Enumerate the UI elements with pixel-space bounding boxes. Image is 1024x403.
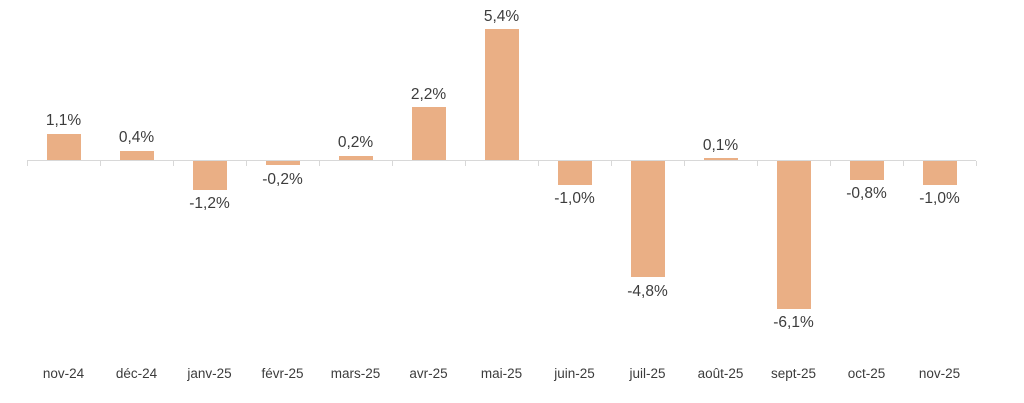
category-label-juin-25: juin-25 bbox=[554, 366, 595, 381]
value-label-mars-25: 0,2% bbox=[337, 134, 374, 152]
category-label-juil-25: juil-25 bbox=[629, 366, 666, 381]
category-label-nov-25: nov-25 bbox=[918, 366, 961, 381]
category-label-nov-24: nov-24 bbox=[42, 366, 85, 381]
bar-juil-25 bbox=[630, 160, 665, 278]
x-axis-line bbox=[27, 160, 976, 162]
category-label-déc-24: déc-24 bbox=[115, 366, 158, 381]
value-label-sept-25: -6,1% bbox=[773, 314, 814, 332]
bar-mai-25 bbox=[484, 29, 519, 161]
value-label-avr-25: 2,2% bbox=[410, 85, 447, 103]
x-axis-tick bbox=[610, 161, 612, 166]
value-label-févr-25: -0,2% bbox=[262, 170, 303, 188]
value-label-août-25: 0,1% bbox=[702, 136, 739, 154]
category-label-janv-25: janv-25 bbox=[187, 366, 232, 381]
x-axis-tick bbox=[829, 161, 831, 166]
category-label-août-25: août-25 bbox=[697, 366, 744, 381]
bar-août-25 bbox=[703, 158, 738, 161]
bar-nov-25 bbox=[922, 160, 957, 185]
category-label-avr-25: avr-25 bbox=[409, 366, 448, 381]
x-axis-tick bbox=[902, 161, 904, 166]
x-axis-tick bbox=[99, 161, 101, 166]
category-label-oct-25: oct-25 bbox=[847, 366, 886, 381]
x-axis-tick bbox=[537, 161, 539, 166]
bar-avr-25 bbox=[411, 107, 446, 161]
bar-oct-25 bbox=[849, 160, 884, 180]
category-label-mai-25: mai-25 bbox=[480, 366, 523, 381]
bar-nov-24 bbox=[46, 133, 81, 161]
x-axis-tick bbox=[26, 161, 28, 166]
value-label-juil-25: -4,8% bbox=[627, 282, 668, 300]
value-label-nov-25: -1,0% bbox=[919, 190, 960, 208]
category-label-mars-25: mars-25 bbox=[330, 366, 381, 381]
x-axis-tick bbox=[318, 161, 320, 166]
x-axis-tick bbox=[683, 161, 685, 166]
value-label-mai-25: 5,4% bbox=[483, 7, 520, 25]
category-label-févr-25: févr-25 bbox=[261, 366, 304, 381]
value-label-oct-25: -0,8% bbox=[846, 185, 887, 203]
value-label-nov-24: 1,1% bbox=[45, 112, 82, 130]
x-axis-tick bbox=[245, 161, 247, 166]
category-label-sept-25: sept-25 bbox=[770, 366, 817, 381]
bar-janv-25 bbox=[192, 160, 227, 190]
value-label-juin-25: -1,0% bbox=[554, 190, 595, 208]
x-axis-tick bbox=[975, 161, 977, 166]
bar-févr-25 bbox=[265, 160, 300, 166]
x-axis-tick bbox=[391, 161, 393, 166]
bar-juin-25 bbox=[557, 160, 592, 185]
bar-mars-25 bbox=[338, 155, 373, 161]
x-axis-tick bbox=[464, 161, 466, 166]
bar-sept-25 bbox=[776, 160, 811, 309]
bar-déc-24 bbox=[119, 150, 154, 161]
value-label-déc-24: 0,4% bbox=[118, 129, 155, 147]
value-label-janv-25: -1,2% bbox=[189, 195, 230, 213]
x-axis-tick bbox=[172, 161, 174, 166]
x-axis-tick bbox=[756, 161, 758, 166]
